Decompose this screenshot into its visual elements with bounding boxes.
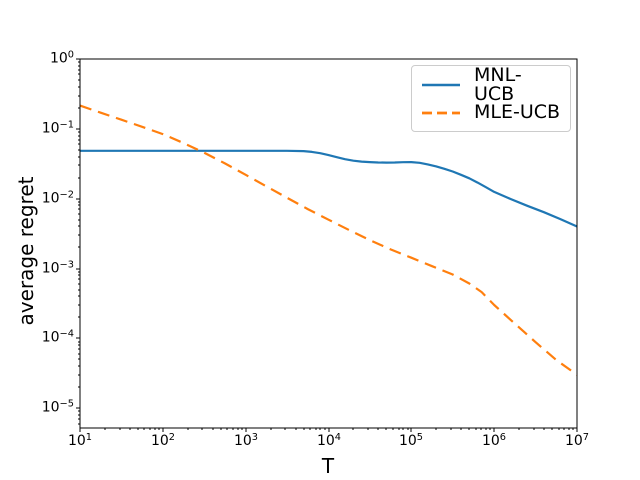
plot-lines (79, 104, 578, 376)
mle-ucb-line (79, 104, 578, 376)
legend-item-mnl-ucb: MNL-UCB (421, 66, 561, 104)
x-tick-label: 107 (564, 432, 590, 449)
legend-item-mle-ucb: MLE-UCB (421, 99, 561, 126)
x-tick-label: 102 (150, 432, 176, 449)
y-tick-label: 10−5 (41, 398, 74, 416)
y-tick-label: 100 (49, 49, 74, 67)
x-tick-label: 104 (316, 432, 342, 449)
legend-label-mle-ucb: MLE-UCB (474, 101, 561, 123)
x-tick-label: 103 (233, 432, 259, 449)
mnl-ucb-line (80, 149, 578, 228)
axes-frame (79, 58, 578, 429)
x-tick-label: 101 (67, 432, 93, 449)
y-tick-label: 10−1 (41, 119, 74, 137)
y-tick-label: 10−2 (41, 189, 74, 207)
y-tick-label: 10−4 (41, 328, 74, 346)
y-tick-label: 10−3 (41, 259, 74, 277)
x-tick-label: 105 (398, 432, 424, 449)
x-tick-label: 106 (481, 432, 507, 449)
legend: MNL-UCB MLE-UCB (411, 65, 571, 132)
y-axis-label: average regret (14, 176, 38, 326)
legend-label-mnl-ucb: MNL-UCB (474, 64, 522, 105)
x-axis-label: T (321, 454, 335, 478)
dashed-line-icon (422, 111, 460, 114)
solid-line-icon (422, 83, 460, 87)
